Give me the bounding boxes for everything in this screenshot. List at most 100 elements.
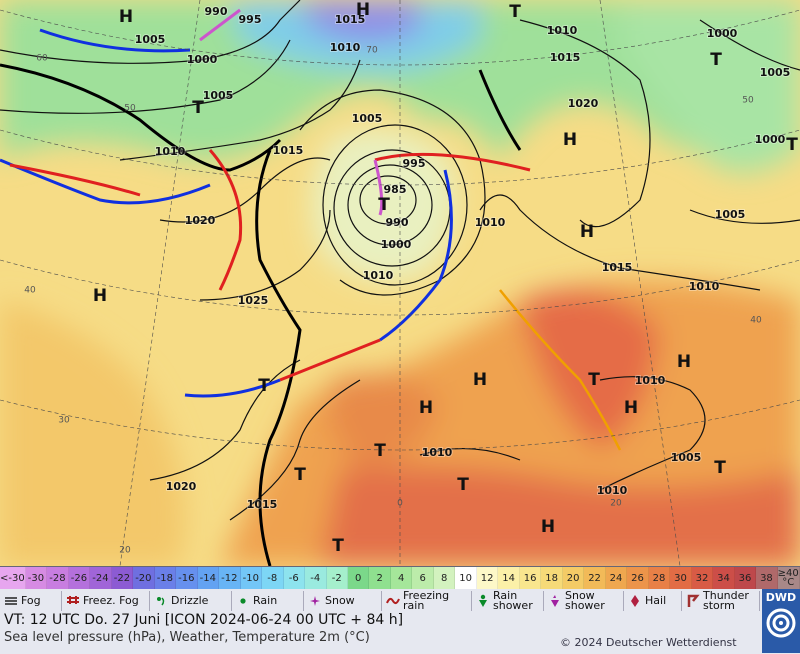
pressure-center: T [192, 98, 204, 118]
pressure-label: 1015 [247, 498, 278, 511]
scale-cell: 26 [627, 567, 649, 589]
pressure-center: T [457, 475, 469, 495]
description: Sea level pressure (hPa), Weather, Tempe… [4, 630, 370, 645]
scale-cell: -20 [133, 567, 155, 589]
scale-cell: -24 [90, 567, 112, 589]
pressure-label: 1015 [550, 51, 581, 64]
weather-map: 1005 1000 990 995 1015 1010 1005 1010 1015 1020 10… [0, 0, 800, 566]
legend-icon [310, 596, 320, 606]
pressure-label: 1010 [422, 446, 453, 459]
scale-cell: -10 [240, 567, 263, 589]
isotherm-label: 0 [397, 499, 403, 509]
scale-cell: 18 [541, 567, 563, 589]
pressure-label: 1005 [715, 208, 746, 221]
scale-cell: -28 [47, 567, 69, 589]
pressure-label: 1005 [135, 33, 166, 46]
scale-cell: -16 [176, 567, 198, 589]
legend-label: Rain shower [493, 589, 533, 612]
isotherm-label: 40 [750, 316, 762, 326]
pressure-label: 1000 [381, 238, 412, 251]
isotherm-label: 30 [58, 416, 70, 426]
pressure-center: H [580, 222, 594, 242]
scale-cell: 2 [369, 567, 391, 589]
legend-label: Rain [253, 594, 278, 607]
pressure-label: 1020 [568, 97, 599, 110]
legend-icon [687, 594, 700, 607]
pressure-label: 1020 [185, 214, 216, 227]
legend-label: Hail [645, 594, 667, 607]
copyright: © 2024 Deutscher Wetterdienst [560, 636, 737, 649]
scale-cell: 32 [691, 567, 714, 589]
scale-cell: -30 [25, 567, 48, 589]
scale-cell: 6 [412, 567, 434, 589]
pressure-center: H [563, 130, 577, 150]
legend-icon [479, 594, 487, 607]
pressure-label: 1010 [635, 374, 666, 387]
legend-icon [631, 595, 639, 607]
pressure-label: 1000 [755, 133, 786, 146]
scale-cell: -8 [262, 567, 284, 589]
pressure-label: 1010 [597, 484, 628, 497]
legend-label: Snow shower [565, 589, 605, 612]
scale-cell: 14 [498, 567, 520, 589]
scale-cell: 8 [433, 567, 456, 589]
legend-icon [240, 598, 246, 604]
legend-item: Drizzle [150, 591, 232, 611]
pressure-label: 1005 [203, 89, 234, 102]
pressure-center: H [677, 352, 691, 372]
legend-item: Snow shower [544, 589, 624, 612]
scale-cell: 28 [648, 567, 671, 589]
pressure-label: 1015 [273, 144, 304, 157]
pressure-label: 1020 [166, 480, 197, 493]
scale-cell: 34 [713, 567, 735, 589]
isotherm-label: 50 [742, 96, 754, 106]
logo-text: DWD [765, 591, 797, 604]
scale-cell: 16 [519, 567, 542, 589]
pressure-label: 1010 [547, 24, 578, 37]
legend-label: Thunder storm [703, 589, 749, 612]
scale-cell: 10 [455, 567, 477, 589]
legend-label: Snow [325, 594, 355, 607]
isobars [0, 0, 800, 521]
pressure-label: 985 [384, 183, 407, 196]
pressure-label: 1010 [363, 269, 394, 282]
pressure-center: H [473, 370, 487, 390]
pressure-label: 995 [403, 157, 426, 170]
scale-cell: 30 [670, 567, 692, 589]
fronts [0, 8, 622, 451]
pressure-label: 1010 [155, 145, 186, 158]
valid-time: VT: 12 UTC Do. 27 Juni [ICON 2024-06-24 … [4, 612, 404, 628]
legend-item: Hail [624, 591, 682, 611]
graticule [0, 0, 800, 566]
isotherm-label: 40 [24, 286, 36, 296]
scale-cell: 0 [347, 567, 370, 589]
isotherm-label: 60 [36, 54, 48, 64]
pressure-center: T [714, 458, 726, 478]
pressure-center: H [119, 7, 133, 27]
pressure-label: 1005 [760, 66, 791, 79]
scale-cell: 4 [390, 567, 413, 589]
pressure-center: T [378, 195, 390, 215]
pressure-label: 1000 [707, 27, 738, 40]
legend-icon [551, 595, 559, 607]
pressure-label: 990 [205, 5, 228, 18]
pressure-center: T [588, 370, 600, 390]
pressure-label: 1015 [602, 261, 633, 274]
logo: DWD [762, 589, 800, 653]
scale-cell: -26 [68, 567, 91, 589]
scale-cell: <-30 [0, 567, 26, 589]
legend-item: Freezing rain [382, 590, 472, 611]
pressure-center: T [294, 465, 306, 485]
scale-cell: 12 [476, 567, 499, 589]
weather-legend: Fog Freez. Fog Drizzle Rain Snow Freezing rai… [0, 590, 760, 612]
legend-icon [157, 597, 165, 606]
pressure-center: T [374, 441, 386, 461]
scale-cell: -22 [111, 567, 134, 589]
pressure-center: H [541, 517, 555, 537]
pressure-label: 995 [239, 13, 262, 26]
pressure-label: 1010 [689, 280, 720, 293]
map-labels: 1005 1000 990 995 1015 1010 1005 1010 1015 1020 10… [24, 0, 798, 556]
legend-icon [5, 597, 17, 605]
isotherm-label: 50 [124, 104, 136, 114]
